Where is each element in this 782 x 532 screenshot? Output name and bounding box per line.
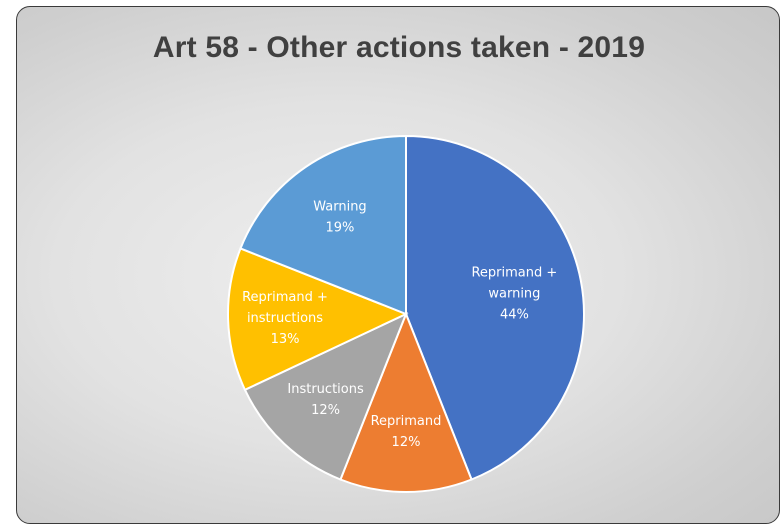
slice-name-label: instructions	[247, 311, 323, 326]
slice-percent-label: 19%	[326, 220, 355, 235]
slice-percent-label: 44%	[500, 307, 529, 322]
slice-label-0: Reprimand + warning 44%	[471, 265, 557, 322]
pie-slice-2	[243, 312, 408, 481]
slice-percent-label: 12%	[311, 403, 340, 418]
slice-label-2: Instructions 12%	[287, 382, 364, 418]
slice-name-label: warning	[488, 286, 540, 301]
slice-label-4: Warning 19%	[313, 199, 366, 235]
slice-label-1: Reprimand 12%	[371, 414, 442, 450]
slice-name-label: Instructions	[287, 382, 364, 397]
chart-frame: Art 58 - Other actions taken - 2019 Repr…	[16, 6, 780, 524]
slice-name-label: Reprimand +	[471, 265, 557, 280]
pie-slice-4	[239, 134, 407, 316]
slice-name-label: Reprimand +	[242, 290, 328, 305]
pie-slice-0	[405, 134, 585, 481]
slice-name-label: Reprimand	[371, 414, 442, 429]
pie-slice-3	[227, 247, 409, 392]
slice-percent-label: 12%	[392, 435, 421, 450]
slice-label-3: Reprimand + instructions 13%	[242, 290, 328, 347]
pie-chart: Reprimand +warning44%Reprimand12%Instruc…	[227, 134, 585, 493]
chart-title: Art 58 - Other actions taken - 2019	[152, 31, 646, 64]
slice-name-label: Warning	[313, 199, 366, 214]
pie-slice-1	[339, 311, 473, 493]
slice-percent-label: 13%	[271, 332, 300, 347]
